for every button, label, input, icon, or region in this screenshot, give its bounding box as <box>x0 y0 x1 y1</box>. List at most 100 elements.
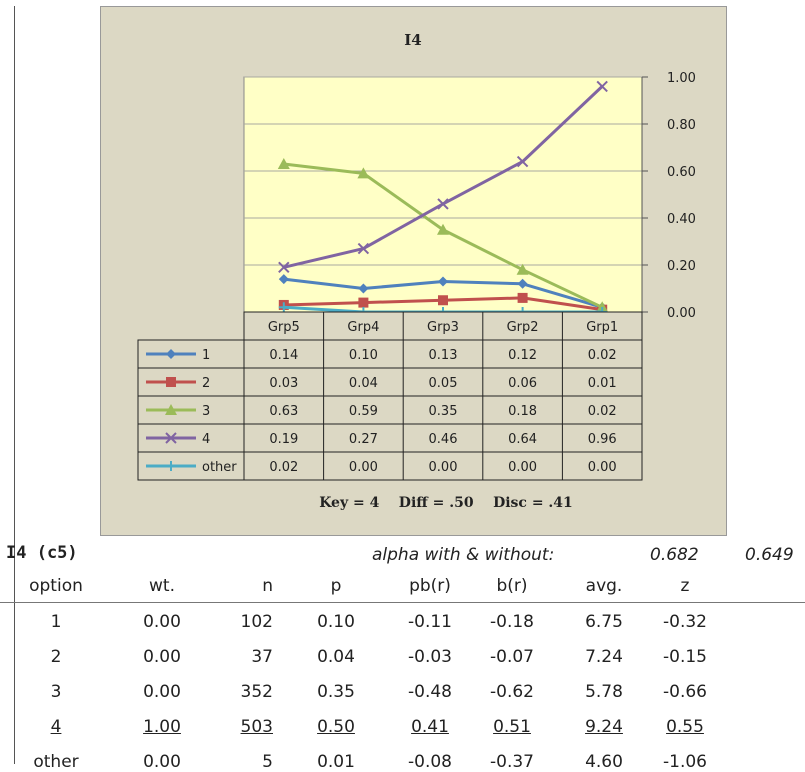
point-1-grp3 <box>438 276 448 287</box>
cell-z-1: -0.32 <box>663 612 707 632</box>
data-label-2-grp1: 0.01 <box>588 376 617 391</box>
cell-z-4: 0.55 <box>666 717 704 737</box>
data-table-header <box>243 311 643 341</box>
y-tick-label: 0.40 <box>667 212 696 227</box>
cell-option-1: 1 <box>50 612 62 632</box>
point-1-grp5 <box>278 274 289 285</box>
data-label-other-grp3: 0.00 <box>429 460 458 475</box>
data-label-2-grp2: 0.06 <box>508 376 537 391</box>
point-4-grp1 <box>596 80 608 93</box>
cell-p-other: 0.01 <box>317 752 355 772</box>
legend-key-marker-3 <box>165 404 177 415</box>
y-tick-label: 0.00 <box>667 306 696 321</box>
cell-z-3: -0.66 <box>663 682 707 702</box>
cell-pb-r-2: -0.03 <box>408 647 452 667</box>
data-label-4-grp1: 0.96 <box>588 432 617 447</box>
data-label-other-grp5: 0.02 <box>269 460 298 475</box>
data-label-1-grp4: 0.10 <box>349 348 378 363</box>
cell-avg-3: 5.78 <box>585 682 623 702</box>
point-2-grp4 <box>358 297 369 308</box>
cell-pb-r-4: 0.41 <box>411 717 449 737</box>
cell-avg-1: 6.75 <box>585 612 623 632</box>
point-3-grp4-shape <box>357 167 370 179</box>
legend-key-marker-2 <box>166 377 176 387</box>
legend-label-3: 3 <box>202 404 210 419</box>
cell-n-3: 352 <box>240 682 273 702</box>
column-header-b-r: b(r) <box>496 576 528 596</box>
category-label-grp5: Grp5 <box>268 320 300 335</box>
item-chart: I4 0.00 0.20 0.40 0.60 0.80 1.00 Grp5 Grp4 Grp3 Gr… <box>137 31 696 511</box>
key-diff-disc-summary: Key = 4 Diff = .50 Disc = .41 <box>319 495 573 511</box>
cell-avg-2: 7.24 <box>585 647 623 667</box>
cell-p-1: 0.10 <box>317 612 355 632</box>
plot-area <box>243 76 643 313</box>
data-label-1-grp2: 0.12 <box>508 348 537 363</box>
y-tick-label: 0.20 <box>667 259 696 274</box>
category-label-grp3: Grp3 <box>427 320 459 335</box>
cell-weight-1: 0.00 <box>143 612 181 632</box>
data-label-2-grp3: 0.05 <box>429 376 458 391</box>
cell-b-r-1: -0.18 <box>490 612 534 632</box>
cell-pb-r-1: -0.11 <box>408 612 452 632</box>
data-label-4-grp3: 0.46 <box>429 432 458 447</box>
cell-b-r-other: -0.37 <box>490 752 534 772</box>
cell-option-4: 4 <box>50 717 62 737</box>
point-3-grp1-shape <box>596 301 609 313</box>
data-table-body <box>137 339 643 481</box>
data-label-1-grp5: 0.14 <box>269 348 298 363</box>
data-label-1-grp3: 0.13 <box>429 348 458 363</box>
column-header-z: z <box>680 576 690 596</box>
point-1-grp2 <box>517 278 528 289</box>
header-divider <box>0 602 805 603</box>
column-header-avg: avg. <box>585 576 623 596</box>
point-3-grp3 <box>437 223 449 235</box>
category-label-grp2: Grp2 <box>507 320 539 335</box>
cell-p-3: 0.35 <box>317 682 355 702</box>
data-label-4-grp4: 0.27 <box>349 432 378 447</box>
point-3-grp1 <box>596 301 609 313</box>
point-4-grp4 <box>357 242 370 255</box>
point-1-grp5-shape <box>278 274 289 285</box>
point-4-grp3-stroke <box>437 198 449 210</box>
column-header-pb-r: pb(r) <box>409 576 451 596</box>
data-label-1-grp1: 0.02 <box>588 348 617 363</box>
data-label-3-grp4: 0.59 <box>349 404 378 419</box>
legend-key-marker-3-shape <box>165 404 177 415</box>
y-tick-label: 0.60 <box>667 165 696 180</box>
legend-key-marker-4 <box>165 432 177 444</box>
data-label-2-grp4: 0.04 <box>349 376 378 391</box>
legend-key-marker-2-shape <box>166 377 176 387</box>
data-label-3-grp1: 0.02 <box>588 404 617 419</box>
cell-weight-3: 0.00 <box>143 682 181 702</box>
point-4-grp5 <box>278 261 290 274</box>
cell-weight-2: 0.00 <box>143 647 181 667</box>
legend-key-marker-4-stroke <box>165 432 177 444</box>
cell-p-2: 0.04 <box>317 647 355 667</box>
column-header-option: option <box>29 576 83 596</box>
cell-option-other: other <box>33 752 79 772</box>
point-2-grp2-shape <box>517 292 528 303</box>
alpha-with-value: 0.682 <box>650 545 699 565</box>
cell-avg-other: 4.60 <box>585 752 623 772</box>
point-3-grp3-shape <box>437 223 449 235</box>
cell-z-other: -1.06 <box>663 752 707 772</box>
cell-option-2: 2 <box>50 647 62 667</box>
point-2-grp2 <box>517 292 528 303</box>
point-3-grp4 <box>357 167 370 179</box>
point-1-grp2-shape <box>517 278 528 289</box>
cell-n-2: 37 <box>251 647 273 667</box>
data-label-3-grp3: 0.35 <box>429 404 458 419</box>
legend-key-marker-1-shape <box>166 349 176 359</box>
y-tick-label: 1.00 <box>667 71 696 86</box>
cell-b-r-4: 0.51 <box>493 717 531 737</box>
data-label-other-grp1: 0.00 <box>588 460 617 475</box>
cell-b-r-2: -0.07 <box>490 647 534 667</box>
data-label-3-grp5: 0.63 <box>269 404 298 419</box>
cell-pb-r-other: -0.08 <box>408 752 452 772</box>
cell-option-3: 3 <box>50 682 62 702</box>
legend-key-marker-other <box>166 461 176 471</box>
cell-weight-4: 1.00 <box>143 717 181 737</box>
category-label-grp4: Grp4 <box>347 320 379 335</box>
legend-label-other: other <box>202 460 237 475</box>
column-header-p: p <box>330 576 342 596</box>
